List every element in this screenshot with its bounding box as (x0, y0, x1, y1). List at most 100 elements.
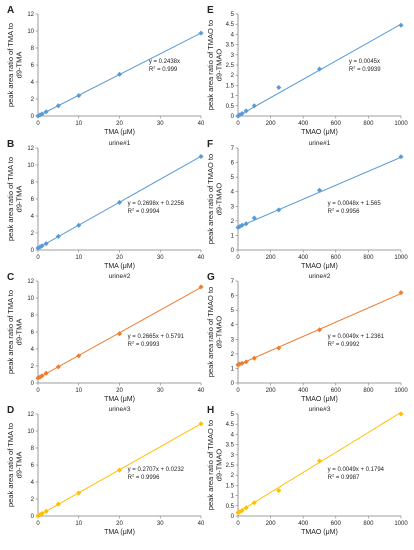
data-point (398, 22, 404, 28)
y-tick-label: 3 (231, 53, 235, 59)
y-tick-label: 0 (231, 248, 235, 254)
panel-subtitle: urine#3 (309, 406, 331, 413)
y-tick-label: 3.5 (226, 443, 235, 449)
x-tick-label: 10 (75, 121, 82, 127)
data-point (276, 84, 282, 90)
x-tick-label: 40 (198, 255, 205, 261)
r-squared-superscript: 2 (332, 207, 335, 212)
data-point (239, 360, 245, 366)
x-tick-label: 200 (266, 121, 277, 127)
data-point (116, 71, 123, 77)
y-tick-label: 2.5 (226, 63, 235, 69)
r-squared-value: = 0.9992 (334, 342, 360, 348)
r-squared-label: R (349, 67, 354, 73)
x-tick-label: 0 (36, 121, 40, 127)
panel-letter: A (7, 5, 14, 16)
r-squared: R2 = 0.9939 (349, 64, 381, 73)
x-tick-label: 600 (331, 255, 342, 261)
data-point (239, 222, 245, 228)
r-squared-value: = 0.9939 (355, 67, 381, 73)
y-axis-label-line: d9-TMA (15, 186, 24, 213)
y-axis-label: peak area ratio of TMAO tod9-TMAO (206, 287, 224, 377)
data-point (55, 501, 61, 507)
x-tick-label: 800 (363, 521, 374, 527)
panel-letter: H (207, 405, 214, 416)
y-tick-label: 2 (231, 473, 235, 479)
y-tick-label: 7 (231, 146, 235, 152)
y-tick-label: 0 (231, 114, 235, 120)
x-tick-label: 0 (236, 255, 240, 261)
x-tick-label: 0 (236, 521, 240, 527)
r-squared-value: = 0.999 (155, 67, 178, 73)
y-tick-label: 3 (231, 453, 235, 459)
y-axis-label: peak area ratio of TMA tod9-TMA (6, 157, 24, 241)
panel-subtitle: urine#3 (109, 406, 131, 413)
data-point (76, 222, 82, 228)
data-point (398, 290, 404, 296)
data-point (239, 507, 245, 514)
y-tick-label: 6 (231, 294, 235, 300)
data-point (43, 370, 49, 376)
y-axis-label: peak area ratio of TMAO tod9-TMAO (206, 20, 224, 110)
y-tick-label: 2 (31, 231, 35, 237)
r-squared-value: = 0.9993 (134, 342, 160, 348)
x-tick-label: 1000 (394, 255, 408, 261)
data-point (243, 505, 249, 511)
panel-letter: C (7, 272, 14, 283)
r-squared-superscript: 2 (132, 207, 135, 212)
x-tick-label: 10 (75, 255, 82, 261)
y-tick-label: 4 (231, 432, 235, 438)
panel-letter: F (207, 139, 213, 150)
y-tick-label: 10 (27, 296, 34, 302)
x-tick-label: 1000 (394, 388, 408, 394)
data-point (316, 458, 323, 464)
y-tick-label: 4 (31, 214, 35, 220)
r-squared-superscript: 2 (332, 340, 335, 345)
y-axis-label-line: d9-TMA (15, 452, 24, 479)
y-tick-label: 6 (31, 197, 35, 203)
y-axis-label: peak area ratio of TMA tod9-TMA (6, 290, 24, 374)
x-axis-label: TMA (μM) (104, 129, 135, 136)
x-tick-label: 30 (157, 521, 164, 527)
x-tick-label: 800 (363, 388, 374, 394)
data-point (276, 487, 282, 494)
x-tick-label: 30 (157, 255, 164, 261)
x-tick-label: 600 (331, 521, 342, 527)
panel-a: A 0 2 4 6 8 10 12 0 10 20 30 40 TMA (μM) peak area rat… (6, 5, 205, 136)
y-tick-label: 5 (231, 12, 235, 18)
r-squared: R2 = 0.9996 (128, 473, 160, 482)
x-tick-label: 200 (266, 388, 277, 394)
x-axis-label: TMA (μM) (104, 529, 135, 536)
y-tick-label: 0.5 (226, 504, 235, 510)
y-tick-label: 5 (231, 412, 235, 418)
x-tick-label: 30 (157, 388, 164, 394)
x-tick-label: 600 (331, 121, 342, 127)
data-point (55, 364, 61, 370)
x-tick-label: 1000 (394, 521, 408, 527)
fit-equation: y = 0.2665x + 0.5791 (128, 334, 185, 340)
y-tick-label: 2 (31, 364, 35, 370)
data-point (198, 30, 204, 36)
r-squared-superscript: 2 (153, 64, 156, 69)
panel-letter: G (207, 272, 215, 283)
y-tick-label: 6 (31, 63, 35, 69)
r-squared: R2 = 0.9956 (328, 207, 360, 216)
y-tick-label: 4.5 (226, 422, 235, 428)
y-tick-label: 8 (31, 46, 35, 52)
y-tick-label: 5 (231, 308, 235, 314)
y-tick-label: 0 (231, 514, 235, 520)
y-tick-label: 1 (231, 233, 235, 239)
fit-equation: y = 0.2438x (149, 59, 180, 65)
r-squared-superscript: 2 (132, 473, 135, 478)
r-squared-value: = 0.9987 (334, 475, 360, 481)
data-point (251, 215, 257, 221)
y-tick-label: 4 (231, 190, 235, 196)
r-squared-label: R (328, 342, 333, 348)
y-tick-label: 0 (31, 248, 35, 254)
y-tick-label: 12 (27, 12, 34, 18)
y-tick-label: 4 (231, 323, 235, 329)
data-point (116, 331, 123, 337)
y-tick-label: 2.5 (226, 463, 235, 469)
x-tick-label: 400 (298, 388, 309, 394)
data-point (43, 109, 49, 115)
